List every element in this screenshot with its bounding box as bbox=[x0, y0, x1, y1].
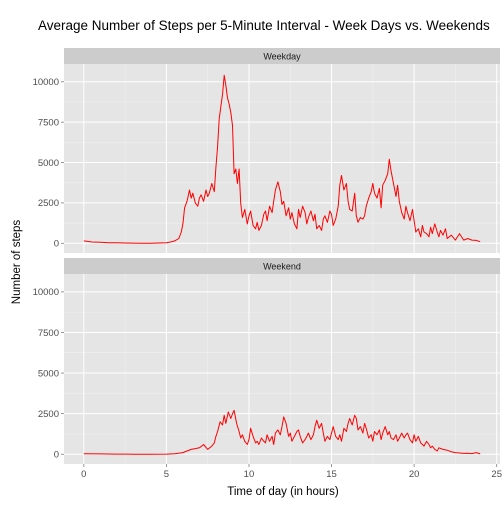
y-tick-label: 5000 bbox=[38, 368, 59, 379]
series-line-weekend bbox=[83, 409, 481, 455]
facet-strip-label-1: Weekend bbox=[263, 262, 301, 272]
facet-strip-0 bbox=[64, 48, 500, 64]
y-tick-label: 7500 bbox=[38, 117, 59, 128]
y-tick-label: 2500 bbox=[38, 409, 59, 420]
x-tick-label: 10 bbox=[244, 469, 255, 480]
x-tick-label: 5 bbox=[164, 469, 169, 480]
x-tick-label: 25 bbox=[491, 469, 502, 480]
chart-title: Average Number of Steps per 5-Minute Int… bbox=[38, 18, 490, 33]
facet-strip-label-0: Weekday bbox=[263, 52, 301, 62]
y-tick-label: 10000 bbox=[33, 77, 59, 88]
series-line-weekday bbox=[83, 74, 481, 244]
y-tick-label: 5000 bbox=[38, 158, 59, 169]
x-tick-label: 20 bbox=[409, 469, 420, 480]
x-tick-label: 15 bbox=[326, 469, 337, 480]
facet-strip-1 bbox=[64, 258, 500, 274]
panel-background-0 bbox=[64, 64, 500, 253]
x-tick-label: 0 bbox=[81, 469, 86, 480]
y-tick-label: 0 bbox=[54, 239, 59, 250]
y-tick-label: 7500 bbox=[38, 328, 59, 339]
y-tick-label: 10000 bbox=[33, 287, 59, 298]
y-tick-label: 2500 bbox=[38, 198, 59, 209]
panel-background-1 bbox=[64, 274, 500, 464]
x-axis-title: Time of day (in hours) bbox=[227, 486, 339, 498]
y-tick-label: 0 bbox=[54, 450, 59, 461]
y-axis-title: Number of steps bbox=[11, 220, 23, 305]
